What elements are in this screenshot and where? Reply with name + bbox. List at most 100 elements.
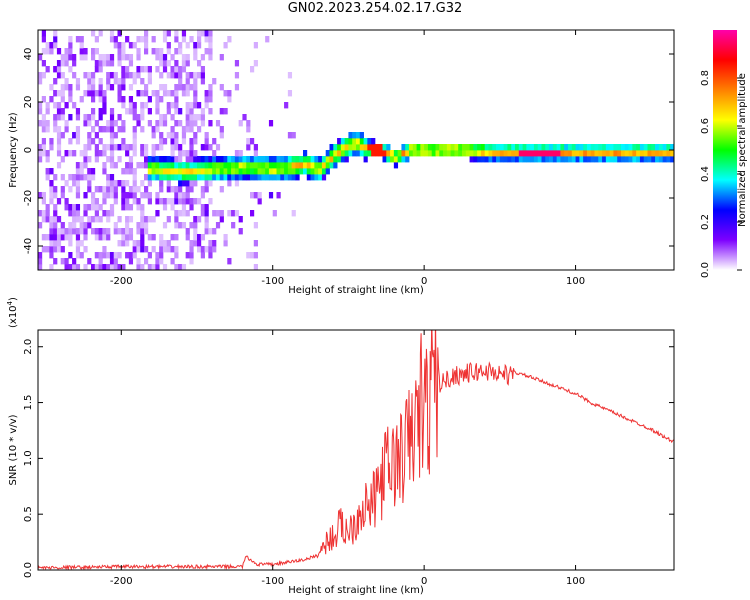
- spectrogram-cell: [212, 240, 217, 247]
- spectrogram-cell: [424, 144, 429, 151]
- spectrogram-cell: [144, 150, 149, 157]
- spectrogram-cell: [49, 234, 54, 241]
- spectrogram-cell: [49, 42, 54, 49]
- snr-y-tick-label: 1.0: [23, 450, 34, 466]
- spectrogram-cell: [208, 162, 213, 169]
- spectrogram-cell: [128, 60, 134, 67]
- spectrogram-cell: [621, 156, 626, 163]
- spectrogram-cell: [60, 156, 65, 163]
- spectrogram-cell: [75, 126, 81, 133]
- spectrogram-cell: [253, 60, 258, 67]
- spectrogram-cell: [94, 216, 99, 223]
- spectrogram-cell: [91, 192, 96, 199]
- spectrogram-cell: [185, 108, 190, 115]
- spectrogram-cell: [215, 162, 221, 169]
- spectrogram-cell: [200, 30, 205, 37]
- spectrogram-cell: [79, 240, 84, 247]
- spectrogram-cell: [405, 150, 410, 157]
- spectrogram-cell: [87, 216, 92, 223]
- spectrogram-cell: [276, 168, 281, 175]
- spectrogram-cell: [268, 120, 274, 127]
- spectrogram-cell: [83, 192, 88, 199]
- spectrogram-cell: [144, 90, 149, 97]
- spectrogram-cell: [575, 144, 580, 151]
- spectrogram-cell: [38, 120, 43, 127]
- spectrogram-cell: [159, 180, 164, 187]
- spectrogram-cell: [541, 156, 546, 163]
- spectrogram-cell: [91, 54, 96, 61]
- spectrogram-cell: [185, 156, 190, 163]
- spectrogram-cell: [390, 150, 395, 157]
- spectrogram-cell: [261, 168, 266, 175]
- spectrogram-cell: [488, 150, 493, 157]
- spectrogram-cell: [639, 144, 645, 151]
- spectrogram-cell: [246, 174, 251, 181]
- spectrogram-cell: [162, 36, 168, 43]
- spectrogram-cell: [136, 240, 141, 247]
- spectrogram-cell: [94, 186, 99, 193]
- spectrogram-cell: [439, 150, 444, 157]
- spectrogram-cell: [98, 108, 103, 115]
- spectrogram-cell: [363, 144, 368, 151]
- spectrogram-cell: [412, 150, 417, 157]
- spectrogram-cell: [204, 48, 209, 55]
- spectrogram-cell: [181, 138, 187, 145]
- spectrogram-cell: [208, 48, 213, 55]
- snr-series-line: [38, 330, 674, 570]
- spectrogram-cell: [560, 156, 565, 163]
- spectrogram-cell: [140, 264, 145, 270]
- spectrogram-cell: [56, 138, 62, 145]
- spectrogram-cell: [136, 198, 141, 205]
- spectrogram-cell: [261, 162, 266, 169]
- spectrogram-cell: [60, 174, 65, 181]
- spectrogram-cell: [469, 144, 474, 151]
- spectrogram-cell: [38, 102, 43, 109]
- spectrogram-cell: [106, 228, 111, 235]
- spectrogram-cell: [367, 138, 372, 145]
- spectrogram-cell: [106, 84, 111, 91]
- spectrogram-cell: [204, 210, 209, 217]
- spectrogram-cell: [75, 252, 81, 259]
- spectrogram-cell: [280, 168, 285, 175]
- spectrogram-cell: [356, 132, 361, 139]
- spectrogram-cell: [125, 66, 130, 73]
- spectrogram-cell: [38, 192, 43, 199]
- spectrogram-cell: [579, 150, 584, 157]
- spectrogram-cell: [621, 144, 626, 151]
- spectrogram-cell: [193, 48, 198, 55]
- spectrogram-cell: [170, 132, 175, 139]
- spectrogram-cell: [178, 210, 183, 217]
- spectrogram-cell: [310, 162, 315, 169]
- spectrogram-cell: [477, 156, 482, 163]
- spectrogram-cell: [374, 144, 380, 151]
- spectrogram-cell: [272, 210, 277, 217]
- spectrogram-cell: [132, 126, 137, 133]
- spectrogram-cell: [68, 48, 73, 55]
- spectrogram-cell: [162, 240, 168, 247]
- spectrogram-cell: [128, 156, 134, 163]
- spectrogram-cell: [128, 162, 134, 169]
- spectrogram-cell: [136, 228, 141, 235]
- spectrogram-cell: [189, 174, 194, 181]
- spectrogram-cell: [102, 150, 107, 157]
- spectrogram-cell: [60, 72, 65, 79]
- spectrogram-cell: [325, 150, 330, 157]
- spectrogram-cell: [75, 174, 81, 181]
- spectrogram-cell: [136, 258, 141, 265]
- spectrogram-cell: [144, 156, 149, 163]
- spectrogram-cell: [579, 144, 584, 151]
- spectrogram-cell: [227, 36, 232, 43]
- spectrogram-cell: [401, 144, 406, 151]
- spectrogram-cell: [344, 150, 349, 157]
- spectrogram-cell: [68, 174, 73, 181]
- spectrogram-cell: [287, 72, 293, 79]
- spectrogram-cell: [60, 234, 65, 241]
- spectrogram-cell: [280, 162, 285, 169]
- spectrogram-cell: [208, 30, 213, 37]
- spectrogram-cell: [174, 138, 179, 145]
- spectrogram-cell: [265, 162, 270, 169]
- spectrogram-cell: [132, 198, 137, 205]
- spectrogram-cell: [170, 204, 175, 211]
- spectrogram-cell: [94, 228, 99, 235]
- spectrogram-cell: [193, 132, 198, 139]
